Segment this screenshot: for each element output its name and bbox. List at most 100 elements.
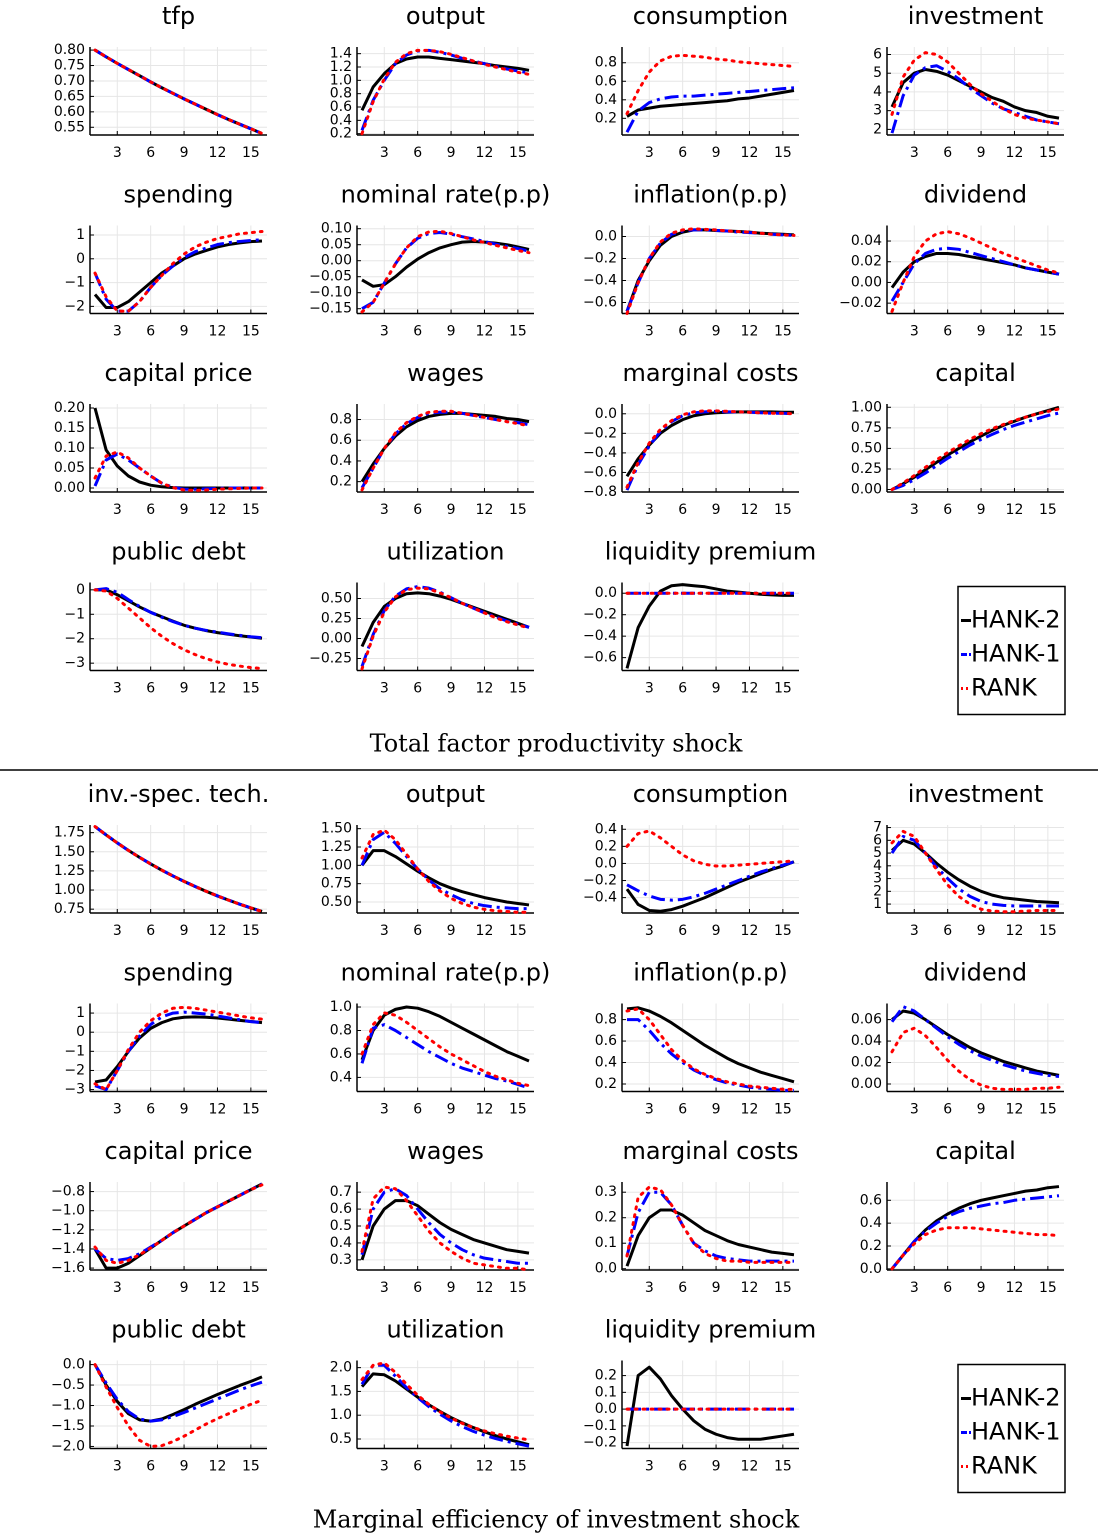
- series-line: [360, 410, 530, 489]
- y-tick-label: 0.6: [330, 1201, 352, 1217]
- y-tick-label: 6: [873, 46, 882, 62]
- x-tick-label: 9: [712, 923, 721, 939]
- series-line: [360, 1361, 531, 1442]
- x-tick-label: 9: [977, 324, 986, 340]
- x-tick-label: 3: [113, 1280, 122, 1296]
- x-tick-label: 9: [712, 502, 721, 518]
- x-tick-label: 15: [1039, 502, 1057, 518]
- series-line: [360, 1363, 530, 1448]
- x-tick-label: 9: [712, 1459, 721, 1475]
- series-line: [94, 1182, 263, 1262]
- y-tick-label: 0.6: [330, 99, 352, 115]
- y-tick-label: 1.50: [321, 821, 352, 837]
- y-tick-label: 0.1: [595, 1235, 617, 1251]
- x-tick-label: 12: [476, 324, 494, 340]
- x-tick-label: 12: [741, 145, 759, 161]
- y-tick-label: −0.15: [309, 301, 352, 317]
- y-tick-label: 0.0: [595, 855, 617, 871]
- y-tick-label: 1.2: [330, 59, 352, 75]
- x-tick-label: 3: [645, 1280, 654, 1296]
- x-tick-label: 9: [180, 145, 189, 161]
- y-tick-label: −1.5: [51, 1418, 85, 1434]
- x-tick-label: 3: [910, 324, 919, 340]
- subplot-title: public debt: [111, 1316, 245, 1344]
- x-tick-label: 9: [180, 1102, 189, 1118]
- x-tick-label: 3: [380, 1459, 389, 1475]
- y-tick-label: −0.8: [51, 1184, 85, 1200]
- x-tick-label: 15: [774, 1102, 792, 1118]
- subplot-title: inflation(p.p): [633, 181, 788, 209]
- y-tick-label: 1.75: [54, 825, 85, 841]
- y-tick-label: −2: [64, 631, 85, 647]
- series-line: [625, 228, 795, 312]
- y-tick-label: −0.2: [583, 1435, 617, 1451]
- y-tick-label: 0.06: [851, 1012, 882, 1028]
- series-line: [94, 825, 263, 913]
- x-tick-label: 6: [413, 324, 422, 340]
- x-tick-label: 12: [476, 502, 494, 518]
- x-tick-label: 9: [180, 1459, 189, 1475]
- x-tick-label: 12: [1006, 324, 1024, 340]
- y-tick-label: −0.02: [839, 295, 882, 311]
- x-tick-label: 9: [977, 923, 986, 939]
- y-tick-label: 0.02: [851, 254, 882, 270]
- x-tick-label: 15: [242, 681, 260, 697]
- y-tick-label: 0.75: [851, 420, 882, 436]
- x-tick-label: 12: [741, 681, 759, 697]
- y-tick-label: 2: [873, 883, 882, 899]
- x-tick-label: 12: [209, 145, 227, 161]
- x-tick-label: 15: [509, 1280, 527, 1296]
- series-line: [890, 51, 1061, 126]
- x-tick-label: 15: [509, 923, 527, 939]
- y-tick-label: 1.0: [330, 999, 352, 1015]
- y-tick-label: 0.8: [595, 1012, 617, 1028]
- y-tick-label: 0.6: [330, 432, 352, 448]
- y-tick-label: 0.2: [595, 1210, 617, 1226]
- x-tick-label: 15: [774, 502, 792, 518]
- series-line: [93, 239, 263, 310]
- series-line: [93, 229, 264, 313]
- series-line: [93, 1005, 264, 1092]
- x-tick-label: 12: [209, 681, 227, 697]
- x-tick-label: 12: [741, 1459, 759, 1475]
- y-tick-label: −2.0: [51, 1438, 85, 1454]
- subplot-title: capital price: [105, 1137, 253, 1165]
- series-line: [360, 48, 530, 131]
- x-tick-label: 6: [678, 923, 687, 939]
- y-tick-label: 0.55: [54, 119, 85, 135]
- y-tick-label: −0.6: [583, 295, 617, 311]
- series-line: [890, 1005, 1060, 1078]
- y-tick-label: 4: [873, 84, 882, 100]
- x-tick-label: 15: [242, 324, 260, 340]
- y-tick-label: 1.0: [330, 1407, 352, 1423]
- y-tick-label: 2: [873, 121, 882, 137]
- x-tick-label: 15: [1039, 923, 1057, 939]
- subplot-title: nominal rate(p.p): [341, 959, 551, 987]
- legend-label: HANK-1: [971, 640, 1061, 668]
- series-line: [625, 1208, 795, 1267]
- series-line: [891, 1009, 1060, 1077]
- x-tick-label: 12: [209, 324, 227, 340]
- subplot-title: wages: [407, 1137, 484, 1165]
- x-tick-label: 12: [209, 1459, 227, 1475]
- series-line: [625, 86, 795, 133]
- x-tick-label: 12: [476, 1459, 494, 1475]
- series-line: [94, 587, 263, 640]
- x-tick-label: 12: [1006, 923, 1024, 939]
- series-line: [93, 450, 264, 492]
- x-tick-label: 6: [146, 145, 155, 161]
- y-tick-label: 0.2: [330, 126, 352, 142]
- y-tick-label: 0.00: [54, 480, 85, 496]
- y-tick-label: 0.65: [54, 88, 85, 104]
- x-tick-label: 6: [413, 145, 422, 161]
- x-tick-label: 12: [741, 923, 759, 939]
- x-tick-label: 9: [447, 1102, 456, 1118]
- series-line: [625, 1007, 796, 1091]
- series-line: [360, 48, 531, 136]
- y-tick-label: 0.0: [595, 1401, 617, 1417]
- x-tick-label: 9: [447, 1280, 456, 1296]
- x-tick-label: 6: [413, 923, 422, 939]
- x-tick-label: 15: [1039, 1280, 1057, 1296]
- y-tick-label: 1.4: [330, 46, 352, 62]
- y-tick-label: 0: [76, 1024, 85, 1040]
